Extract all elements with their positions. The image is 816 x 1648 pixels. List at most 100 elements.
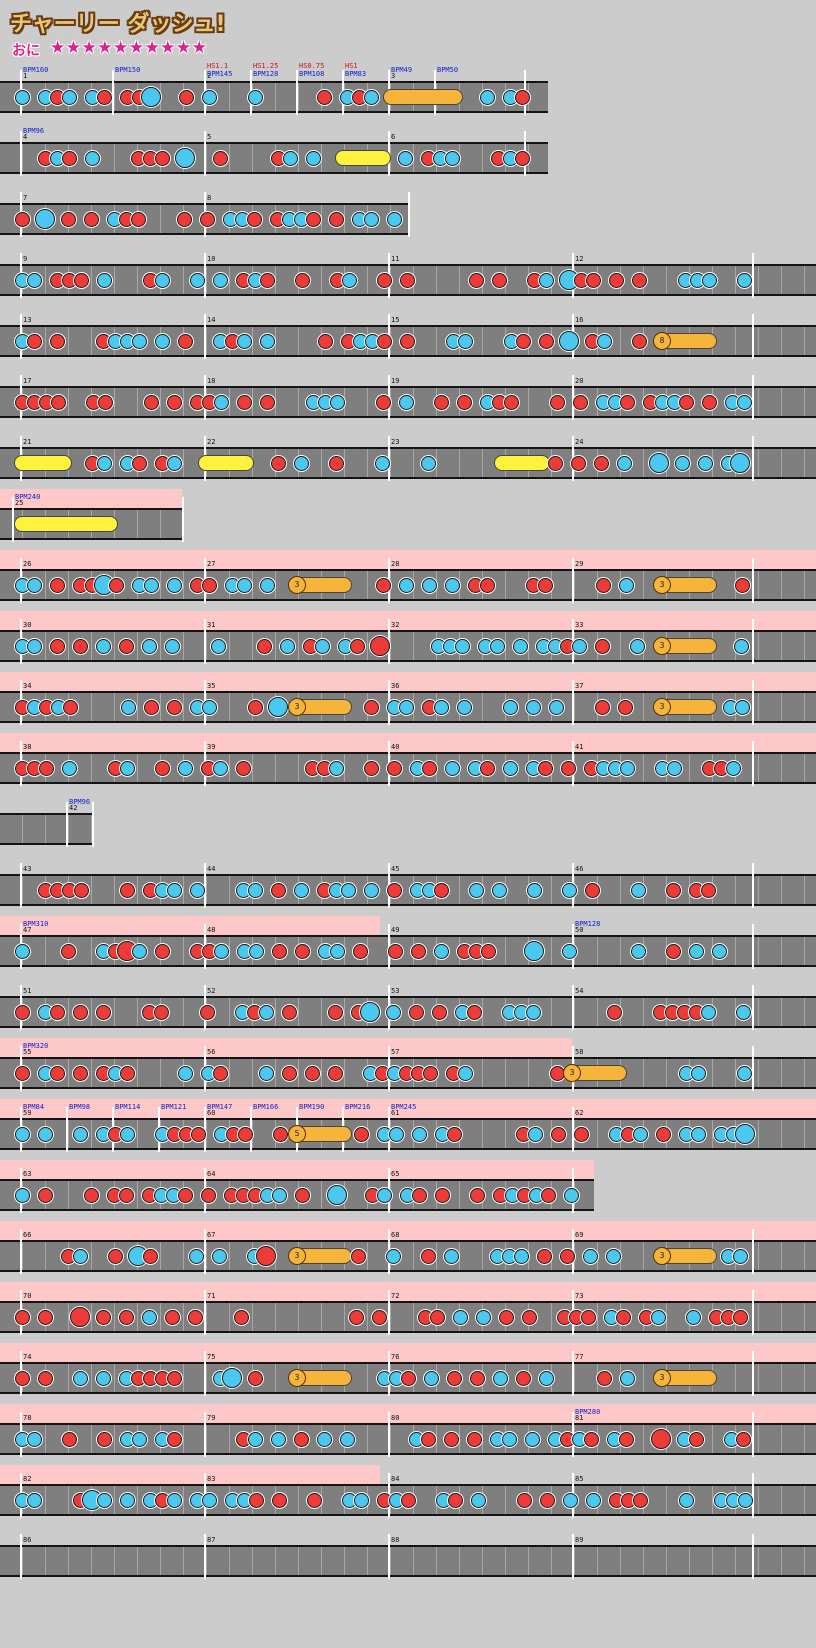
- beat-line: [183, 1425, 184, 1453]
- beat-line: [367, 1364, 368, 1392]
- bpm-change-label: BPM147: [207, 1103, 233, 1111]
- ka-note-icon: [259, 577, 275, 593]
- don-note-icon: [735, 1431, 751, 1447]
- ka-note-icon: [339, 1431, 355, 1447]
- don-note-icon: [272, 1126, 288, 1142]
- bpm-change-label: BPM280: [575, 1408, 601, 1416]
- ka-note-icon: [725, 760, 741, 776]
- beat-line: [91, 632, 92, 660]
- ka-note-icon: [164, 638, 180, 654]
- beat-line: [68, 815, 69, 843]
- ka-note-icon: [443, 1248, 459, 1264]
- balloon-icon: 3: [288, 576, 306, 594]
- beat-line: [114, 388, 115, 416]
- measure-number: 88: [391, 1536, 400, 1544]
- beat-line: [45, 571, 46, 599]
- don-note-icon: [433, 882, 449, 898]
- don-note-icon: [595, 577, 611, 593]
- measure-line: [752, 680, 754, 725]
- measure-line: [752, 558, 754, 603]
- beat-line: [344, 1303, 345, 1331]
- beat-line: [758, 1242, 759, 1270]
- big-ka-icon: [524, 941, 544, 961]
- chart-row: 63 64 65: [0, 1160, 816, 1220]
- measure-number: 8: [207, 194, 212, 202]
- beat-line: [413, 632, 414, 660]
- don-note-icon: [248, 1492, 264, 1508]
- ka-note-icon: [314, 638, 330, 654]
- don-note-icon: [304, 1065, 320, 1081]
- measure-line: [752, 741, 754, 786]
- ka-note-icon: [96, 272, 112, 288]
- beat-line: [735, 876, 736, 904]
- ka-note-icon: [444, 150, 460, 166]
- beat-line: [482, 144, 483, 172]
- measure-line: [204, 314, 206, 359]
- ka-note-icon: [14, 943, 30, 959]
- beat-line: [68, 1547, 69, 1575]
- don-note-icon: [176, 211, 192, 227]
- measure-line: [204, 619, 206, 664]
- ka-note-icon: [305, 150, 321, 166]
- don-note-icon: [371, 1309, 387, 1325]
- beat-line: [689, 1547, 690, 1575]
- ka-note-icon: [26, 1431, 42, 1447]
- ka-note-icon: [571, 638, 587, 654]
- don-note-icon: [143, 699, 159, 715]
- beat-line: [758, 571, 759, 599]
- measure-number: 76: [391, 1353, 400, 1361]
- beat-line: [781, 1059, 782, 1087]
- ka-note-icon: [201, 699, 217, 715]
- measure-number: 13: [23, 316, 32, 324]
- don-note-icon: [410, 943, 426, 959]
- ka-note-icon: [711, 943, 727, 959]
- don-note-icon: [580, 1309, 596, 1325]
- don-note-icon: [632, 1492, 648, 1508]
- beat-line: [137, 876, 138, 904]
- beat-line: [275, 754, 276, 782]
- beat-line: [758, 1425, 759, 1453]
- beat-line: [68, 1059, 69, 1087]
- bpm-change-label: BPM128: [253, 70, 279, 78]
- beat-line: [758, 693, 759, 721]
- beat-line: [137, 1547, 138, 1575]
- chart-row: 13 14 15 16 8: [0, 306, 816, 366]
- measure-number: 81: [575, 1414, 584, 1422]
- measure-line: [572, 1534, 574, 1579]
- beat-line: [620, 632, 621, 660]
- ka-note-icon: [131, 943, 147, 959]
- ka-note-icon: [605, 1248, 621, 1264]
- beat-line: [643, 1364, 644, 1392]
- don-note-icon: [61, 1431, 77, 1447]
- beat-line: [712, 1059, 713, 1087]
- measure-number: 41: [575, 743, 584, 751]
- don-note-icon: [375, 577, 391, 593]
- beat-line: [367, 266, 368, 294]
- measure-line: [204, 1290, 206, 1335]
- measure-line: [204, 131, 206, 176]
- measure-number: 57: [391, 1048, 400, 1056]
- chart-row: 38 39 40 41: [0, 733, 816, 793]
- measure-number: 23: [391, 438, 400, 446]
- ka-note-icon: [650, 1309, 666, 1325]
- don-note-icon: [491, 272, 507, 288]
- beat-line: [114, 1486, 115, 1514]
- beat-line: [45, 327, 46, 355]
- bpm-change-label: BPM190: [299, 1103, 325, 1111]
- beat-line: [252, 1547, 253, 1575]
- beat-line: [804, 327, 805, 355]
- gogo-section: [0, 1038, 572, 1057]
- beat-line: [229, 876, 230, 904]
- measure-line: [388, 1412, 390, 1457]
- don-note-icon: [119, 882, 135, 898]
- beat-line: [505, 1547, 506, 1575]
- don-note-icon: [200, 1187, 216, 1203]
- measure-number: 35: [207, 682, 216, 690]
- ka-note-icon: [457, 333, 473, 349]
- don-note-icon: [399, 333, 415, 349]
- beat-line: [275, 998, 276, 1026]
- measure-line: [204, 863, 206, 908]
- measure-number: 3: [391, 72, 396, 80]
- don-note-icon: [618, 1431, 634, 1447]
- beat-line: [735, 1364, 736, 1392]
